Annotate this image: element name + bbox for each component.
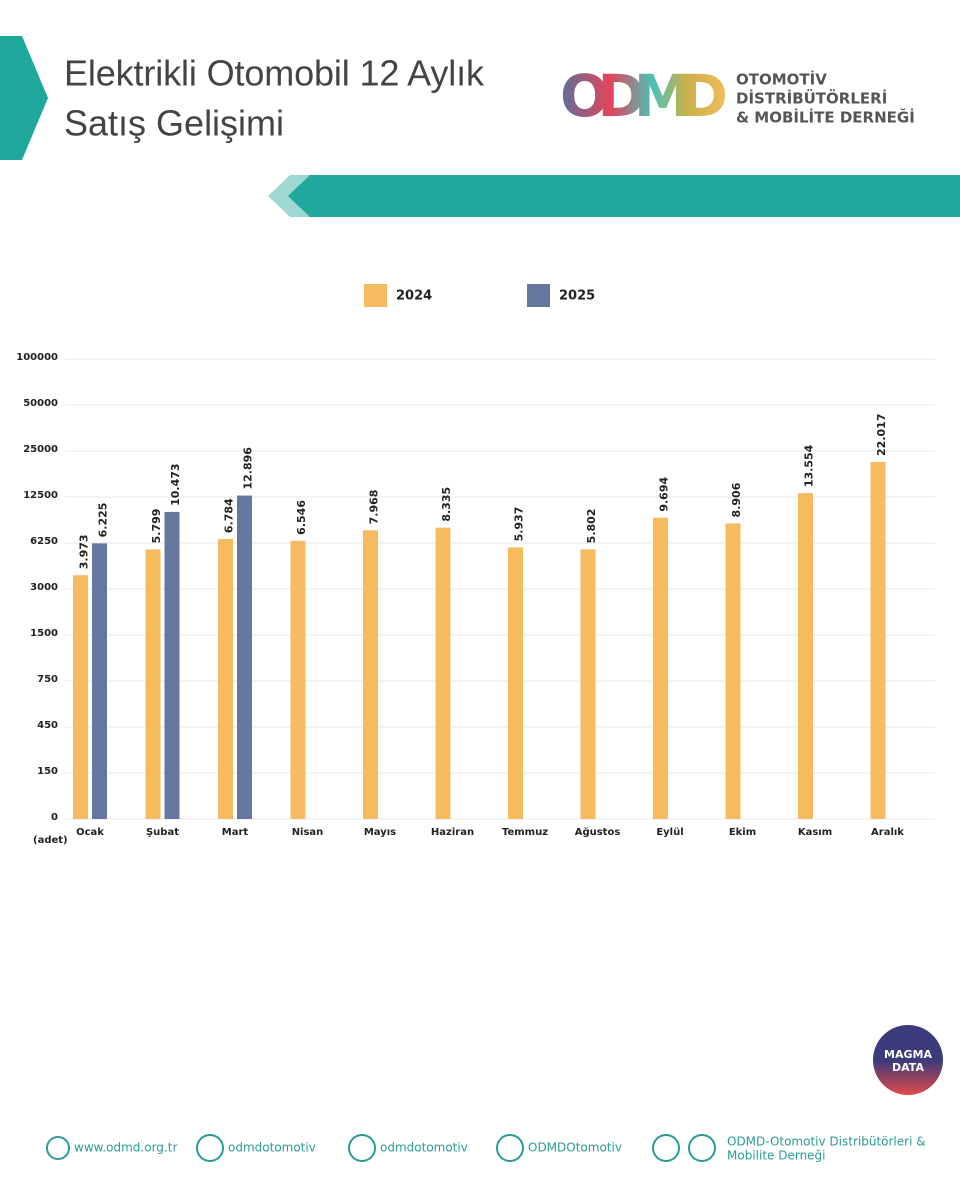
facebook-icon [496,1134,524,1162]
badge [873,1025,943,1095]
y-tick-label: 100000 [16,352,58,363]
x-tick-label: Eylül [656,827,683,838]
y-tick-label: 50000 [23,398,58,409]
value-label: 6.784 [223,498,236,533]
bar [653,517,668,819]
value-label: 8.906 [730,482,743,517]
bar [73,575,88,819]
bar [870,461,886,819]
youtube-icon [688,1134,716,1162]
legend-swatch [364,284,387,307]
y-unit: (adet) [33,835,68,846]
twitter-icon [196,1134,224,1162]
header-banner [278,175,960,217]
web-icon [46,1136,70,1160]
org-name: DİSTRİBÜTÖRLERİ [736,89,887,108]
footer-link[interactable]: www.odmd.org.tr [74,1141,177,1155]
y-tick-label: 6250 [30,536,58,547]
linkedin-icon [652,1134,680,1162]
x-tick-label: Aralık [871,827,904,838]
footer-link[interactable]: Mobilite Derneği [727,1149,826,1163]
bar [363,530,378,819]
y-tick-label: 3000 [30,582,58,593]
footer-link[interactable]: odmdotomotiv [228,1141,316,1155]
x-tick-label: Şubat [146,827,179,838]
x-tick-label: Mayıs [364,827,396,838]
y-tick-label: 0 [51,812,58,823]
bar [145,549,161,819]
y-tick-label: 450 [37,720,58,731]
bar [725,523,741,819]
y-tick-label: 750 [37,674,58,685]
y-tick-label: 1500 [30,628,58,639]
value-label: 13.554 [803,444,816,487]
value-label: 9.694 [658,477,671,512]
y-tick-label: 150 [37,766,58,777]
value-label: 12.896 [242,447,255,490]
badge-text: MAGMA [884,1048,932,1061]
value-label: 7.968 [368,490,381,525]
value-label: 6.225 [97,503,110,538]
x-tick-label: Kasım [798,827,832,838]
value-label: 10.473 [169,463,182,505]
bar [798,493,813,819]
value-label: 22.017 [875,414,888,456]
value-label: 5.802 [585,509,598,544]
footer-link[interactable]: odmdotomotiv [380,1141,468,1155]
bar [290,540,306,819]
y-tick-label: 12500 [23,490,58,501]
value-label: 6.546 [295,500,308,535]
org-name: OTOMOTİV [736,70,827,89]
x-tick-label: Ağustos [575,826,621,838]
legend-label: 2025 [559,289,595,304]
value-label: 8.335 [440,487,453,522]
x-tick-label: Haziran [431,827,474,838]
x-tick-label: Nisan [292,827,324,838]
legend-swatch [527,284,550,307]
title-line: Satış Gelişimi [64,103,284,144]
footer-link[interactable]: ODMD-Otomotiv Distribütörleri & [727,1135,926,1149]
y-tick-label: 25000 [23,444,58,455]
legend-label: 2024 [396,289,432,304]
banner-accent [268,175,310,217]
title-line: Elektrikli Otomobil 12 Aylık [64,53,485,94]
bar [435,527,451,819]
bar [580,549,596,819]
x-tick-label: Ekim [729,827,756,838]
bar [508,547,523,819]
badge-text: DATA [892,1061,924,1074]
value-label: 3.973 [78,534,91,569]
footer-link[interactable]: ODMDOtomotiv [528,1141,622,1155]
bar [237,495,252,819]
logo: ODMD [560,62,728,130]
x-tick-label: Temmuz [502,827,548,838]
bar [92,543,107,819]
org-name: & MOBİLİTE DERNEĞİ [736,108,915,127]
bar [164,511,180,819]
x-tick-label: Mart [222,827,249,838]
value-label: 5.937 [513,507,526,542]
header-chevron [0,36,48,160]
bar [218,539,233,819]
x-tick-label: Ocak [76,827,104,838]
value-label: 5.799 [150,509,163,544]
instagram-icon [348,1134,376,1162]
